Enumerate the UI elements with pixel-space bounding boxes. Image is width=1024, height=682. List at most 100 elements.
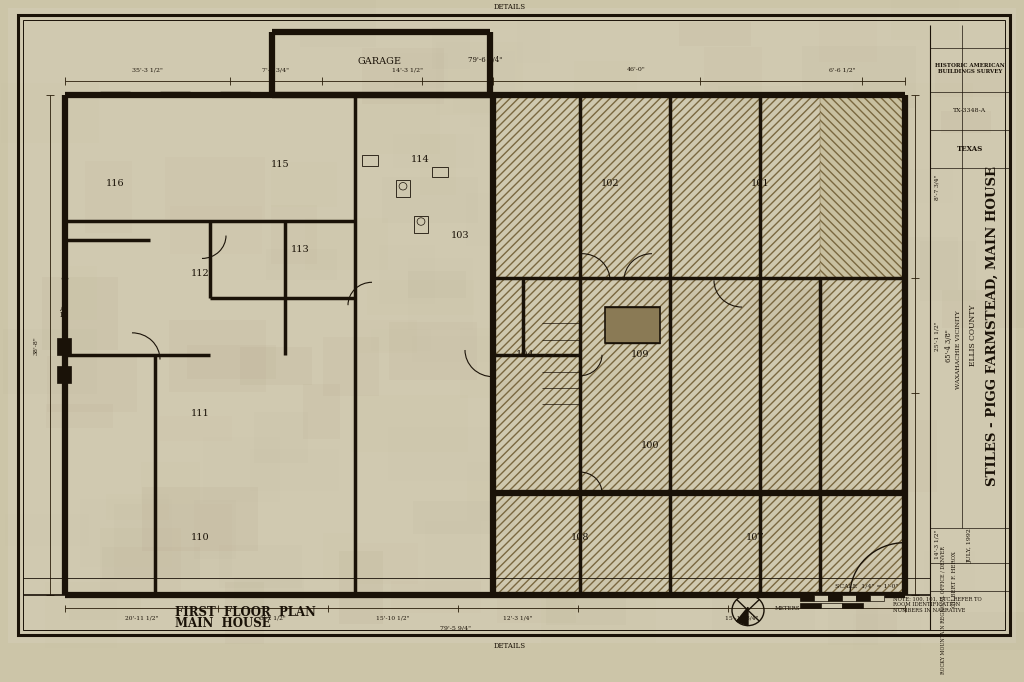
Bar: [114, 503, 232, 577]
Bar: [802, 46, 916, 108]
Bar: [500, 381, 536, 405]
Bar: [496, 372, 561, 417]
Bar: [497, 584, 575, 623]
Bar: [705, 47, 762, 107]
Bar: [453, 91, 495, 113]
Text: 12'-3 1/4": 12'-3 1/4": [504, 615, 532, 621]
Text: A: A: [59, 305, 65, 313]
Bar: [225, 582, 264, 644]
Bar: [65, 266, 97, 321]
Bar: [46, 404, 113, 428]
Bar: [541, 333, 641, 405]
Bar: [106, 494, 169, 520]
Bar: [408, 271, 466, 297]
Bar: [460, 328, 521, 398]
Bar: [57, 338, 71, 355]
Bar: [496, 98, 902, 490]
Text: 111: 111: [190, 409, 209, 418]
Text: 79'-6 3/4": 79'-6 3/4": [468, 56, 502, 64]
Bar: [388, 427, 496, 481]
Bar: [57, 366, 71, 383]
Bar: [357, 543, 418, 584]
Bar: [85, 161, 132, 233]
Bar: [432, 167, 449, 177]
Text: 14'-3 1/2": 14'-3 1/2": [935, 529, 939, 559]
Bar: [266, 249, 337, 280]
Bar: [905, 169, 953, 203]
Bar: [787, 282, 831, 318]
Bar: [530, 145, 566, 197]
Text: TEXAS: TEXAS: [956, 145, 983, 153]
Bar: [842, 595, 856, 601]
Bar: [203, 436, 280, 502]
Bar: [856, 561, 897, 636]
Bar: [187, 345, 276, 379]
Bar: [854, 237, 958, 290]
Bar: [552, 412, 621, 455]
Bar: [891, 0, 959, 40]
Bar: [250, 449, 339, 491]
Bar: [367, 280, 474, 314]
Bar: [5, 514, 89, 546]
Bar: [254, 412, 308, 464]
Text: 6'-6 1/2": 6'-6 1/2": [829, 67, 856, 72]
Bar: [240, 347, 312, 385]
Bar: [271, 162, 337, 207]
Text: METERS: METERS: [775, 606, 801, 611]
Bar: [436, 42, 523, 115]
Text: MAIN  HOUSE: MAIN HOUSE: [175, 617, 270, 630]
Bar: [393, 134, 474, 168]
Text: 15'-10 1/2": 15'-10 1/2": [376, 615, 410, 621]
Text: 14'-3 1/2": 14'-3 1/2": [392, 67, 423, 72]
Bar: [466, 192, 575, 246]
Bar: [159, 416, 232, 441]
Text: WAXAHACHIE VICINITY: WAXAHACHIE VICINITY: [955, 310, 961, 389]
Bar: [738, 466, 855, 539]
Bar: [842, 603, 863, 608]
Text: FEET: FEET: [775, 595, 791, 599]
Text: GILBERT F. HEROX: GILBERT F. HEROX: [952, 551, 957, 607]
Bar: [323, 337, 379, 396]
Bar: [546, 570, 626, 625]
Bar: [688, 280, 746, 348]
Bar: [523, 130, 574, 189]
Text: 103: 103: [451, 231, 469, 240]
Bar: [432, 27, 470, 69]
Bar: [3, 329, 97, 394]
Bar: [604, 218, 638, 239]
Bar: [830, 380, 894, 408]
Bar: [754, 414, 830, 459]
Text: 100: 100: [641, 441, 659, 450]
Bar: [800, 603, 821, 608]
Text: TX-3348-A: TX-3348-A: [953, 108, 987, 113]
Bar: [634, 512, 717, 572]
Text: FIRST  FLOOR  PLAN: FIRST FLOOR PLAN: [175, 606, 315, 619]
Bar: [754, 258, 836, 326]
Text: GARAGE: GARAGE: [358, 57, 402, 65]
Text: 108: 108: [570, 533, 589, 542]
Bar: [718, 86, 801, 118]
Text: SCALE  1/4" = 1'-0": SCALE 1/4" = 1'-0": [835, 583, 898, 588]
Bar: [379, 245, 435, 304]
Bar: [920, 241, 976, 301]
Text: NOTE: 100, 101, ETC. REFER TO
ROOM IDENTIFICATION
NUMBERS IN NARRATIVE: NOTE: 100, 101, ETC. REFER TO ROOM IDENT…: [893, 596, 982, 613]
Bar: [941, 110, 991, 132]
Bar: [100, 529, 181, 591]
Bar: [362, 48, 444, 104]
Bar: [590, 122, 651, 189]
Bar: [541, 574, 656, 642]
Bar: [609, 285, 695, 342]
Bar: [165, 158, 265, 220]
Bar: [425, 520, 481, 591]
Text: 65'-4 3/8": 65'-4 3/8": [945, 329, 953, 361]
Bar: [924, 551, 975, 593]
Text: 112: 112: [190, 269, 209, 278]
Text: 101: 101: [751, 179, 769, 188]
Bar: [819, 14, 877, 62]
Bar: [594, 367, 628, 392]
Bar: [396, 180, 410, 197]
Bar: [605, 307, 660, 343]
Text: HISTORIC AMERICAN
BUILDINGS SURVEY: HISTORIC AMERICAN BUILDINGS SURVEY: [935, 63, 1005, 74]
Bar: [219, 544, 302, 589]
Text: ELLIS COUNTY: ELLIS COUNTY: [969, 305, 977, 366]
